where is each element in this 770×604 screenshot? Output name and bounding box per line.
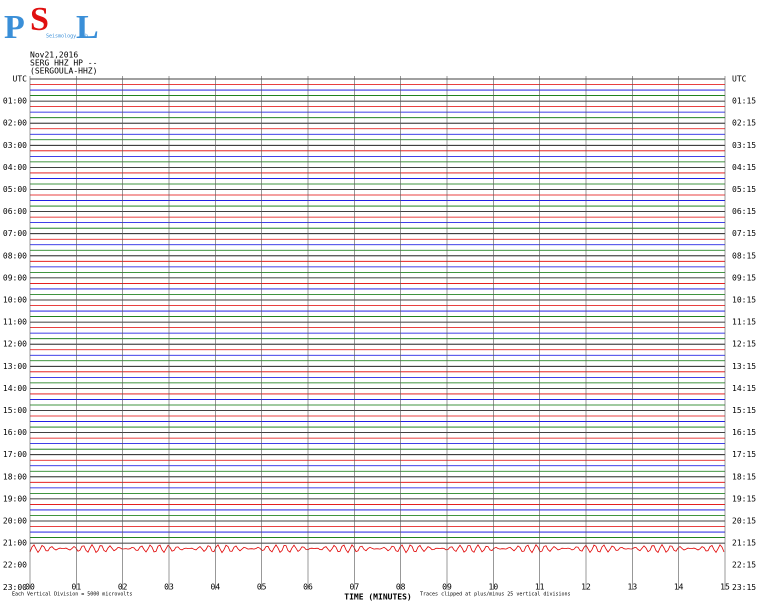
right-time-label: 05:15 xyxy=(732,185,756,194)
left-time-label: 14:00 xyxy=(3,384,27,393)
left-time-label: 04:00 xyxy=(3,163,27,172)
left-time-label: 03:00 xyxy=(3,141,27,150)
left-time-label: 07:00 xyxy=(3,229,27,238)
left-time-label: 02:00 xyxy=(3,119,27,128)
right-time-label: 01:15 xyxy=(732,97,756,106)
x-tick-label: 15 xyxy=(720,583,730,592)
station: SERG HHZ HP -- xyxy=(30,59,97,68)
left-time-label: 18:00 xyxy=(3,472,27,481)
x-tick-label: 00 xyxy=(25,583,35,592)
right-time-label: 18:15 xyxy=(732,472,756,481)
x-tick-label: 08 xyxy=(396,583,406,592)
left-time-label: 21:00 xyxy=(3,539,27,548)
x-tick-label: 02 xyxy=(118,583,128,592)
x-tick-label: 09 xyxy=(442,583,452,592)
date: Nov21,2016 xyxy=(30,51,78,60)
left-time-label: 20:00 xyxy=(3,517,27,526)
right-time-label: 14:15 xyxy=(732,384,756,393)
right-time-label: 16:15 xyxy=(732,428,756,437)
right-time-label: 12:15 xyxy=(732,340,756,349)
right-time-label: UTC xyxy=(732,75,747,84)
right-time-label: 07:15 xyxy=(732,229,756,238)
right-time-label: 17:15 xyxy=(732,450,756,459)
left-time-label: 01:00 xyxy=(3,97,27,106)
logo-letter: L xyxy=(76,9,99,46)
right-time-label: 15:15 xyxy=(732,406,756,415)
x-tick-label: 04 xyxy=(211,583,221,592)
right-time-label: 09:15 xyxy=(732,273,756,282)
left-time-label: UTC xyxy=(13,75,28,84)
left-time-label: 10:00 xyxy=(3,296,27,305)
right-time-label: 21:15 xyxy=(732,539,756,548)
x-tick-label: 14 xyxy=(674,583,684,592)
right-time-label: 19:15 xyxy=(732,494,756,503)
left-time-label: 11:00 xyxy=(3,318,27,327)
x-axis-label: TIME (MINUTES) xyxy=(344,593,411,602)
logo-subtitle: Seismology Lab xyxy=(46,34,88,40)
left-time-label: 05:00 xyxy=(3,185,27,194)
right-time-label: 23:15 xyxy=(732,583,756,592)
trace xyxy=(29,543,725,554)
right-time-label: 08:15 xyxy=(732,251,756,260)
left-time-label: 17:00 xyxy=(3,450,27,459)
right-time-label: 02:15 xyxy=(732,119,756,128)
left-time-label: 23:00 xyxy=(3,583,27,592)
right-time-label: 11:15 xyxy=(732,318,756,327)
footer-note: Traces clipped at plus/minus 25 vertical… xyxy=(420,592,571,598)
footer-note: Each Vertical Division = 5000 microvolts xyxy=(12,592,132,598)
left-time-label: 19:00 xyxy=(3,494,27,503)
x-tick-label: 10 xyxy=(489,583,499,592)
right-time-label: 10:15 xyxy=(732,296,756,305)
left-time-label: 22:00 xyxy=(3,561,27,570)
x-tick-label: 11 xyxy=(535,583,545,592)
x-tick-label: 13 xyxy=(628,583,638,592)
left-time-label: 15:00 xyxy=(3,406,27,415)
right-time-label: 03:15 xyxy=(732,141,756,150)
right-time-label: 06:15 xyxy=(732,207,756,216)
left-time-label: 12:00 xyxy=(3,340,27,349)
left-time-label: 08:00 xyxy=(3,251,27,260)
x-tick-label: 06 xyxy=(303,583,313,592)
channel: (SERGOULA-HHZ) xyxy=(30,67,97,76)
left-time-label: 09:00 xyxy=(3,273,27,282)
right-time-label: 04:15 xyxy=(732,163,756,172)
left-time-label: 13:00 xyxy=(3,362,27,371)
x-tick-label: 03 xyxy=(164,583,174,592)
x-tick-label: 01 xyxy=(72,583,82,592)
left-time-label: 16:00 xyxy=(3,428,27,437)
x-tick-label: 05 xyxy=(257,583,267,592)
x-tick-label: 07 xyxy=(350,583,360,592)
right-time-label: 20:15 xyxy=(732,517,756,526)
logo-letter: S xyxy=(30,1,49,38)
logo-letter: P xyxy=(4,9,25,46)
left-time-label: 06:00 xyxy=(3,207,27,216)
right-time-label: 13:15 xyxy=(732,362,756,371)
x-tick-label: 12 xyxy=(581,583,591,592)
right-time-label: 22:15 xyxy=(732,561,756,570)
